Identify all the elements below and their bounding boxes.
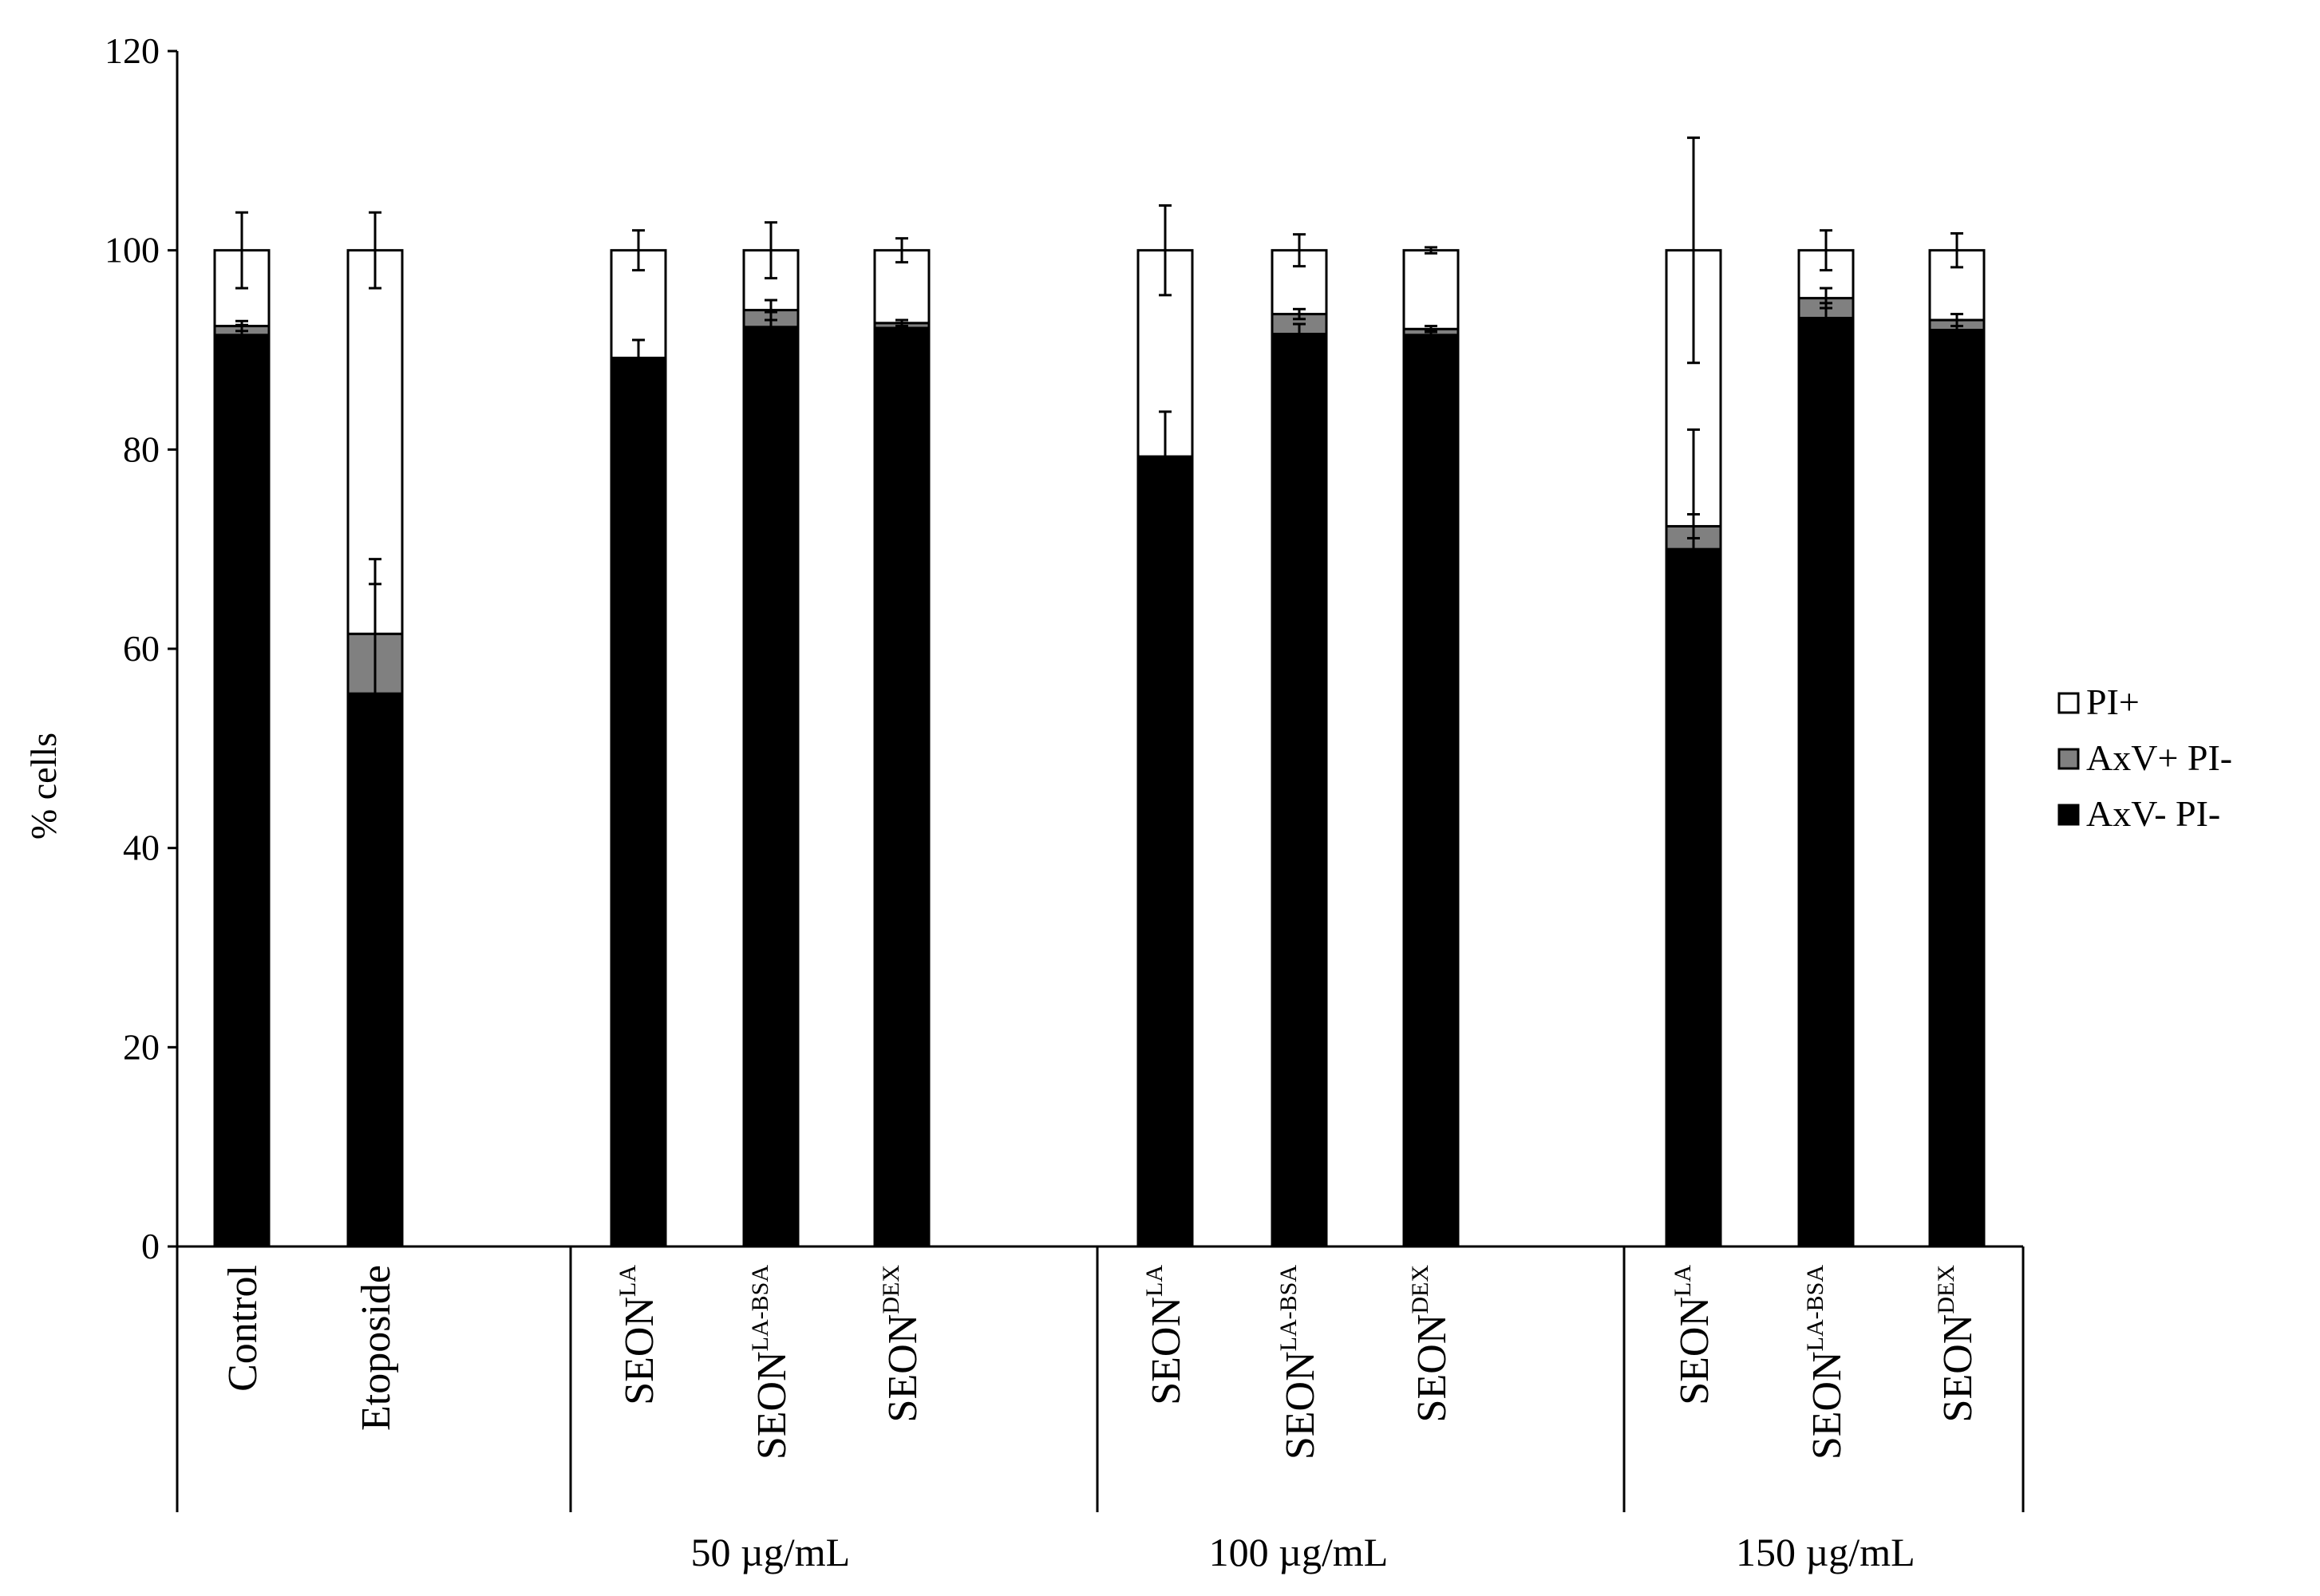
bar-segment (1136, 455, 1194, 1248)
error-bar (1820, 286, 1832, 310)
legend-swatch (2057, 692, 2080, 714)
legend-swatch (2057, 748, 2080, 770)
legend-label: PI+ (2086, 681, 2140, 722)
x-tick-label: SEONLA-BSA (1275, 1265, 1323, 1460)
group-label: 50 µg/mL (691, 1530, 851, 1574)
error-bar (235, 211, 248, 290)
error-bar (1293, 307, 1306, 321)
error-bar (1293, 322, 1306, 346)
x-tick-label: Etoposide (354, 1265, 399, 1431)
y-tick-label: 60 (123, 628, 160, 669)
x-tick-label: SEONDEX (878, 1265, 926, 1423)
legend-item: AxV- PI- (2057, 793, 2220, 834)
error-bar (1820, 229, 1832, 272)
error-bar (235, 319, 248, 333)
error-bar (1159, 410, 1172, 503)
error-bar (895, 318, 908, 328)
bars (213, 249, 1986, 1248)
error-bar (632, 229, 645, 272)
x-tick-label: SEONLA (615, 1265, 662, 1405)
legend-item: AxV+ PI- (2057, 737, 2232, 778)
error-bar (1687, 512, 1700, 539)
error-bar (1687, 428, 1700, 670)
y-tick-label: 40 (123, 828, 160, 868)
error-bar (1687, 136, 1700, 365)
legend-swatch (2057, 804, 2080, 826)
bar-segment (1271, 333, 1328, 1248)
x-tick-label: Control (220, 1265, 266, 1392)
error-bar (1425, 325, 1437, 334)
y-tick-label: 100 (105, 230, 160, 271)
legend-item: PI+ (2057, 681, 2140, 722)
x-tick-label: SEONLA-BSA (1802, 1265, 1850, 1460)
bar-segment (873, 326, 931, 1248)
x-tick-label: SEONLA (1141, 1265, 1189, 1405)
legend-label: AxV+ PI- (2086, 737, 2232, 778)
y-axis-label: % cells (23, 733, 64, 839)
legend: PI+ AxV+ PI- AxV- PI- (2057, 681, 2232, 834)
error-bar (1293, 233, 1306, 268)
x-tick-label: SEONDEX (1407, 1265, 1455, 1423)
error-bar (1159, 203, 1172, 297)
y-tick-label: 120 (105, 30, 160, 71)
bar-segment (1402, 334, 1460, 1248)
error-bar (369, 211, 381, 290)
error-bar (895, 237, 908, 264)
error-bar (1950, 231, 1963, 269)
error-bar (632, 338, 645, 377)
bar-segment (1928, 329, 1986, 1248)
x-axis: Control Etoposide SEONLA SEONLA-BSA SEONDEX S… (176, 1245, 2025, 1574)
bar-segment (1797, 317, 1855, 1248)
y-axis: 0 20 40 60 80 100 120 (105, 30, 179, 1266)
error-bar (765, 221, 777, 280)
y-tick-label: 80 (123, 429, 160, 469)
y-tick-label: 20 (123, 1026, 160, 1067)
error-bar (765, 298, 777, 322)
bar-segment (213, 334, 271, 1248)
bar-segment (742, 326, 800, 1248)
bar-segment (1402, 249, 1460, 330)
legend-label: AxV- PI- (2086, 793, 2220, 834)
error-bar (1950, 313, 1963, 328)
error-bar (1425, 246, 1437, 255)
error-bars (235, 136, 1963, 804)
group-label: 100 µg/mL (1209, 1530, 1389, 1574)
x-tick-label: SEONLA (1670, 1265, 1717, 1405)
bar-segment (610, 356, 667, 1248)
group-label: 150 µg/mL (1736, 1530, 1915, 1574)
x-tick-label: SEONLA-BSA (747, 1265, 795, 1460)
y-tick-label: 0 (141, 1226, 160, 1266)
x-tick-label: SEONDEX (1933, 1265, 1981, 1423)
error-bar (369, 558, 381, 710)
